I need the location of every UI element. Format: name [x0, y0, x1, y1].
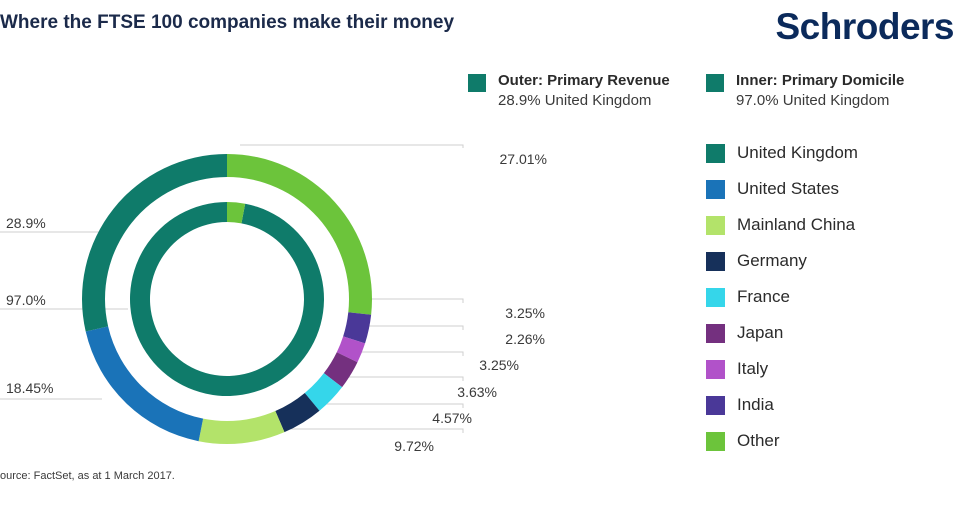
outer-ring-value: 28.9% United Kingdom — [498, 92, 652, 109]
outer-slice-other — [227, 154, 372, 315]
outer-ring-title: Outer: Primary Revenue — [498, 72, 670, 89]
slice-label-mainland-china: 9.72% — [394, 438, 434, 454]
outer-ring-swatch — [468, 74, 486, 92]
legend-swatch — [706, 252, 725, 271]
slice-label-italy: 2.26% — [505, 331, 545, 347]
outer-slice-italy — [336, 336, 366, 363]
inner-slice-united-kingdom — [130, 202, 325, 397]
outer-slice-united-states — [85, 326, 204, 442]
slice-label-india: 3.25% — [505, 305, 545, 321]
slice-label-japan: 3.25% — [479, 357, 519, 373]
inner-slice-other — [227, 202, 246, 224]
legend-label: France — [737, 287, 790, 306]
slice-label-germany: 4.57% — [432, 410, 472, 426]
inner-ring-title: Inner: Primary Domicile — [736, 72, 905, 89]
outer-slice-united-kingdom — [82, 154, 227, 332]
legend-label: Mainland China — [737, 215, 856, 234]
chart-title: Where the FTSE 100 companies make their … — [0, 12, 455, 33]
legend-swatch — [706, 180, 725, 199]
slice-label-united-kingdom-inner: 97.0% — [6, 292, 46, 308]
source-note: ource: FactSet, as at 1 March 2017. — [0, 470, 175, 482]
outer-slice-india — [343, 312, 372, 344]
schroders-logo: Schroders — [775, 6, 954, 47]
outer-slice-japan — [323, 352, 358, 388]
outer-ring-primary-revenue — [82, 154, 372, 444]
legend-label: Italy — [737, 359, 769, 378]
inner-ring-swatch — [706, 74, 724, 92]
legend-swatch — [706, 144, 725, 163]
legend-swatch — [706, 360, 725, 379]
inner-ring-primary-domicile — [130, 202, 325, 397]
slice-labels: 27.01% 3.25% 2.26% 3.25% 3.63% 4.57% 9.72% 28.9… — [6, 151, 547, 454]
outer-slice-mainland-china — [198, 411, 285, 444]
legend-swatch — [706, 432, 725, 451]
legend-swatch — [706, 216, 725, 235]
inner-ring-value: 97.0% United Kingdom — [736, 92, 890, 109]
legend-swatch — [706, 324, 725, 343]
legend-label: Germany — [737, 251, 807, 270]
legend-label: United Kingdom — [737, 143, 858, 162]
legend-label: Other — [737, 431, 780, 450]
outer-slice-france — [304, 373, 343, 411]
legend-label: United States — [737, 179, 840, 198]
legend-label: Japan — [737, 323, 784, 342]
slice-label-other: 27.01% — [500, 151, 547, 167]
slice-label-united-states: 18.45% — [6, 380, 53, 396]
legend-label: India — [737, 395, 774, 414]
legend-swatch — [706, 396, 725, 415]
slice-label-france: 3.63% — [457, 384, 497, 400]
slice-label-united-kingdom: 28.9% — [6, 215, 46, 231]
outer-slice-germany — [275, 392, 320, 433]
legend-swatch — [706, 288, 725, 307]
